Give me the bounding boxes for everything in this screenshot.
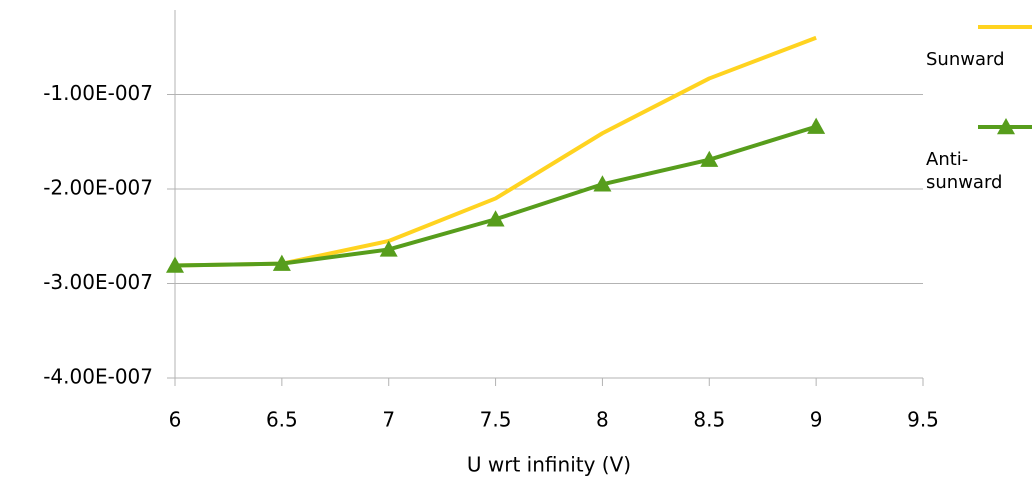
marker [593,175,612,192]
legend-swatch [978,118,1032,135]
y-tick-label: -4.00E-007 [43,365,153,389]
y-tick-label: -3.00E-007 [43,270,153,294]
x-tick-label: 8 [596,408,609,432]
marker [486,210,505,227]
x-tick-label: 6 [169,408,182,432]
legend: Sunward Anti-sunward [922,10,1032,210]
marker [272,254,291,271]
legend-item: Sunward [922,10,1032,110]
line [174,35,817,268]
x-axis-label: U wrt infinity (V) [467,453,631,477]
x-tick-label: 7 [382,408,395,432]
x-tick-label: 6.5 [266,408,298,432]
line [174,124,817,268]
marker [166,256,184,273]
marker [379,240,398,257]
legend-item: Anti-sunward [922,110,1032,210]
y-tick-label: -1.00E-007 [43,81,153,105]
legend-swatch [978,25,1032,29]
x-tick-label: 9 [810,408,823,432]
y-tick-label: -2.00E-007 [43,176,153,200]
x-tick-label: 7.5 [480,408,512,432]
legend-label: Sunward [926,49,1005,70]
marker [700,150,719,167]
x-tick-label: 9.5 [907,408,939,432]
x-tick-label: 8.5 [693,408,725,432]
legend-marker [997,118,1015,135]
marker [807,117,826,134]
legend-label: Anti-sunward [926,149,1003,193]
